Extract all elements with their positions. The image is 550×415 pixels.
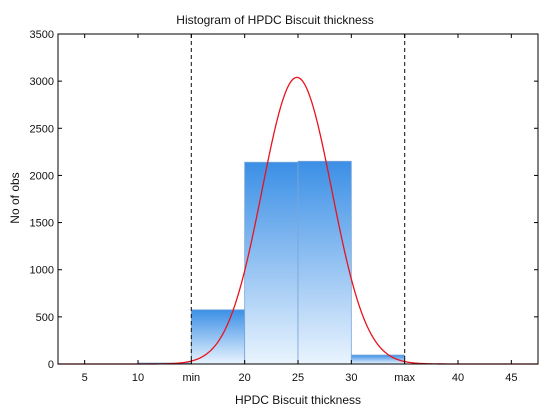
chart-title: Histogram of HPDC Biscuit thickness xyxy=(176,13,373,27)
x-tick-label: 5 xyxy=(82,372,88,384)
y-tick-label: 2500 xyxy=(30,123,54,135)
histogram-bar-3 xyxy=(244,161,299,365)
x-tick-label: 30 xyxy=(345,372,357,384)
y-tick-label: 3000 xyxy=(30,76,54,88)
x-tick-label: min xyxy=(182,372,200,384)
bars-layer xyxy=(137,160,406,365)
x-tick-label: 25 xyxy=(292,372,304,384)
y-tick-label: 1000 xyxy=(30,265,54,277)
x-tick-label: 10 xyxy=(132,372,144,384)
x-tick-label: 45 xyxy=(505,372,517,384)
x-tick-label: max xyxy=(394,372,415,384)
x-axis-title: HPDC Biscuit thickness xyxy=(235,393,361,407)
y-tick-label: 3500 xyxy=(30,29,54,41)
x-axis: 5 10 min 20 25 30 max 40 45 xyxy=(82,34,517,384)
y-axis: 0 500 1000 1500 2000 2500 3000 3500 xyxy=(30,29,538,371)
reference-lines-layer xyxy=(190,34,406,364)
histogram-bar-4 xyxy=(297,160,352,365)
y-tick-label: 500 xyxy=(36,312,54,324)
y-tick-label: 1500 xyxy=(30,218,54,230)
x-tick-label: 40 xyxy=(452,372,464,384)
y-axis-title: No of obs xyxy=(8,172,22,223)
x-tick-label: 20 xyxy=(239,372,251,384)
y-tick-label: 0 xyxy=(48,359,54,371)
y-tick-label: 2000 xyxy=(30,170,54,182)
histogram-bar-2 xyxy=(190,309,246,365)
